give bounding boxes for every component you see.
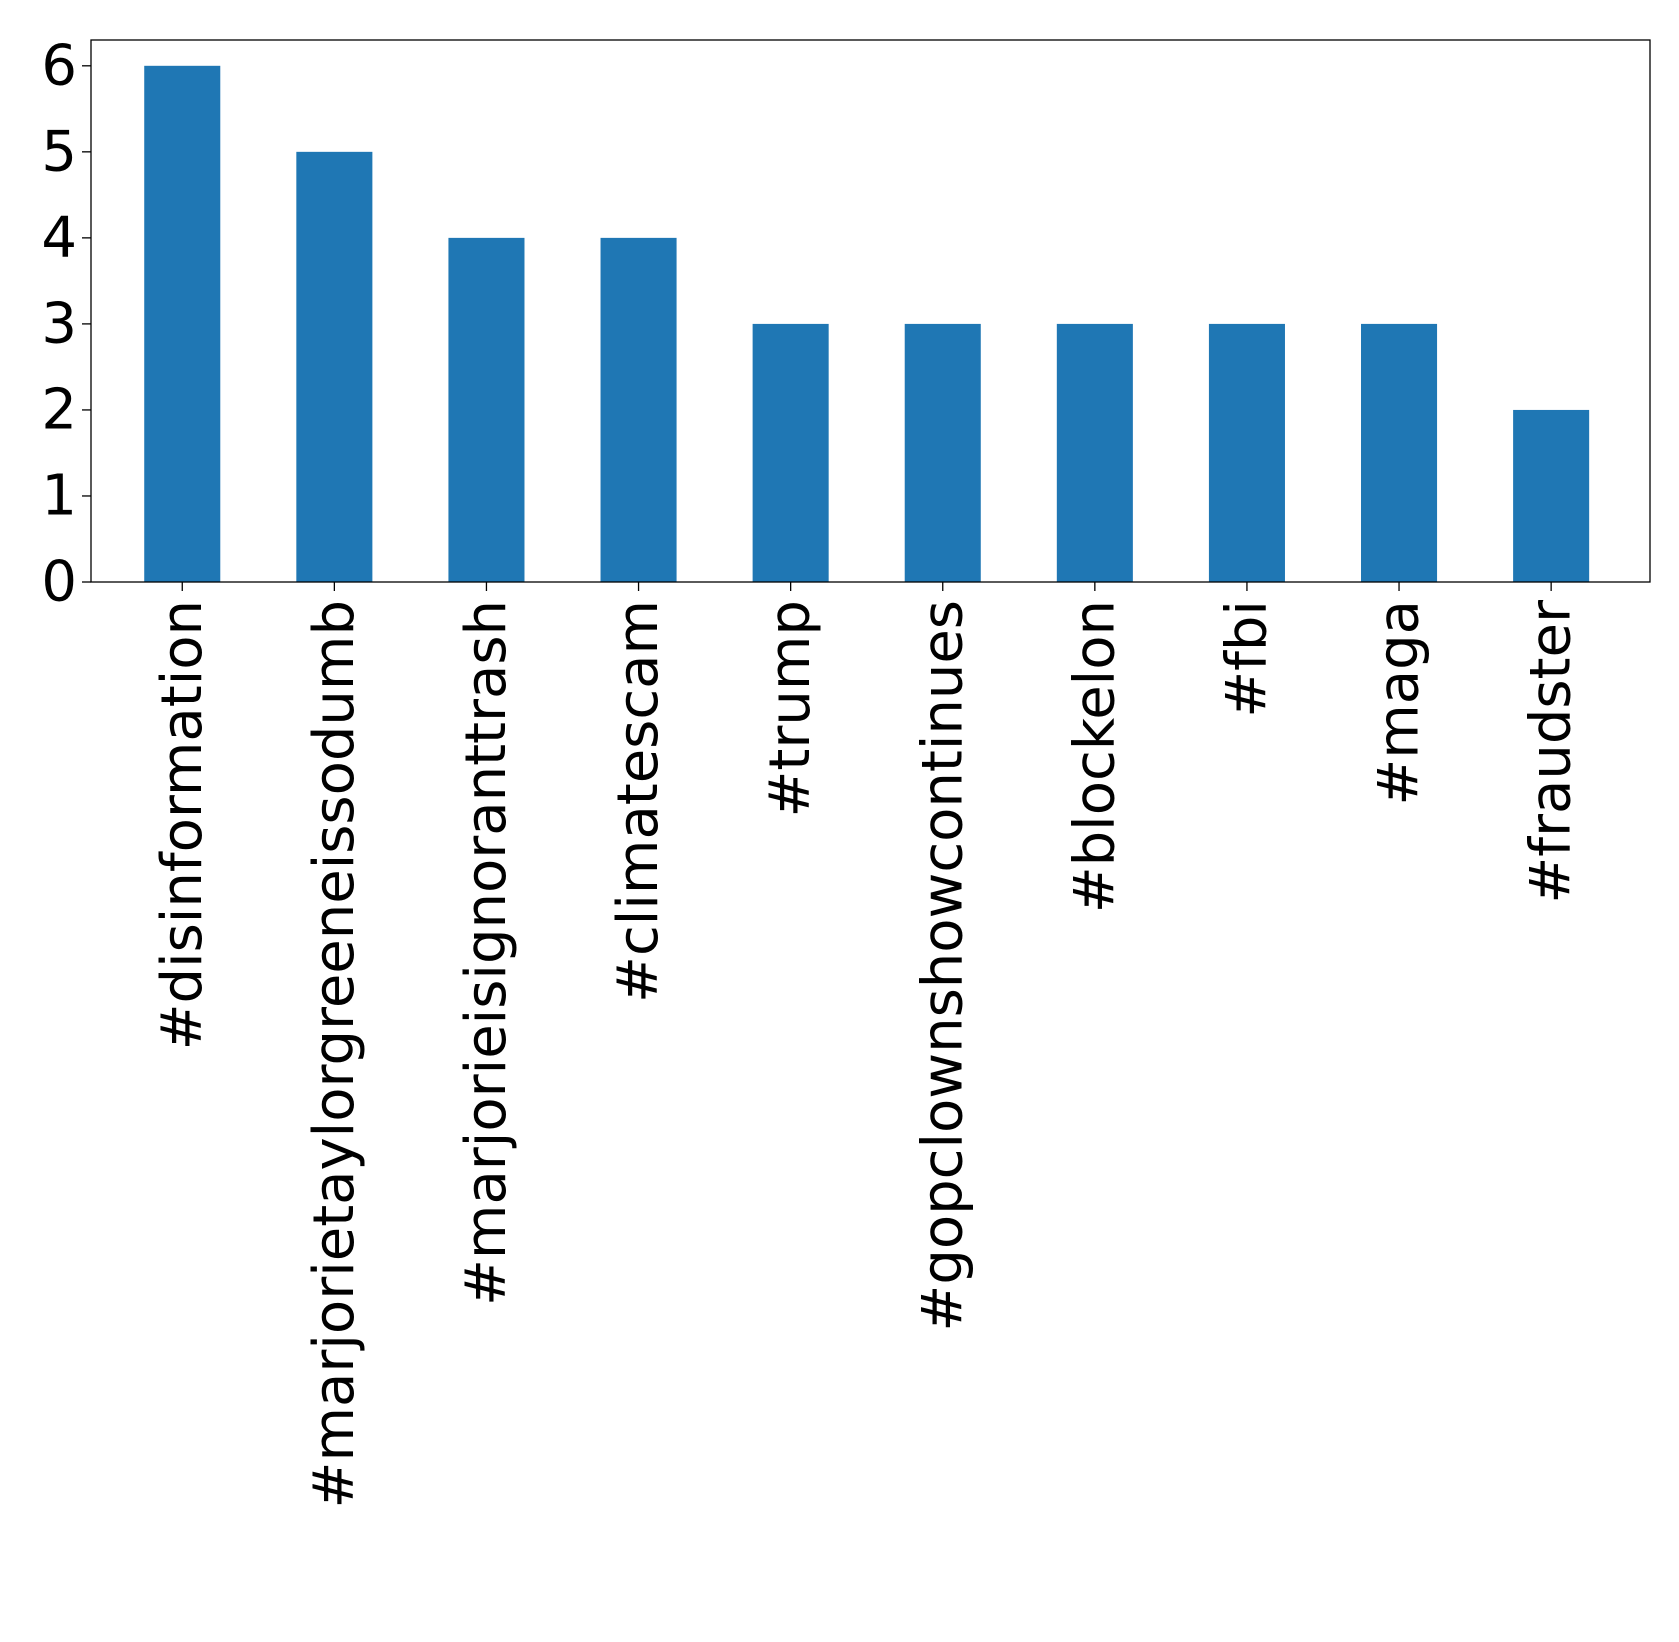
bar-1 (144, 65, 221, 582)
x-tick-label-1: #disinformation (150, 600, 215, 1050)
bar-8 (1208, 323, 1285, 582)
y-tick-label-6: 6 (41, 33, 77, 98)
y-tick-label-0: 0 (41, 550, 77, 615)
bar-3 (448, 237, 525, 582)
x-tick-label-7: #blockelon (1062, 600, 1127, 913)
y-tick-label-2: 2 (41, 377, 77, 442)
x-tick-label-9: #maga (1367, 600, 1432, 806)
bar-2 (296, 151, 373, 582)
y-tick-label-3: 3 (41, 291, 77, 356)
x-tick-label-3: #marjorieisignoranttrash (454, 600, 519, 1306)
bar-10 (1513, 409, 1590, 582)
y-axis: 0 1 2 3 4 5 6 (41, 33, 91, 615)
x-tick-label-6: #gopclownshowcontinues (910, 600, 975, 1332)
x-tick-label-4: #climatescam (606, 600, 671, 1003)
bar-9 (1361, 323, 1438, 582)
bar-7 (1056, 323, 1133, 582)
y-tick-label-4: 4 (41, 205, 77, 270)
x-tick-label-8: #fbi (1214, 600, 1279, 718)
x-tick-label-5: #trump (758, 600, 823, 818)
bar-6 (904, 323, 981, 582)
bar-5 (752, 323, 829, 582)
plot-frame (90, 39, 1651, 583)
y-tick-label-5: 5 (41, 119, 77, 184)
x-tick-label-2: #marjorietaylorgreeneissodumb (302, 600, 367, 1508)
x-tick-label-10: #fraudster (1519, 599, 1584, 904)
y-tick-label-1: 1 (41, 463, 77, 528)
bar-4 (600, 237, 677, 582)
bars-layer (144, 65, 1590, 582)
x-axis: #disinformation #marjorietaylorgreeneisso… (150, 582, 1584, 1508)
